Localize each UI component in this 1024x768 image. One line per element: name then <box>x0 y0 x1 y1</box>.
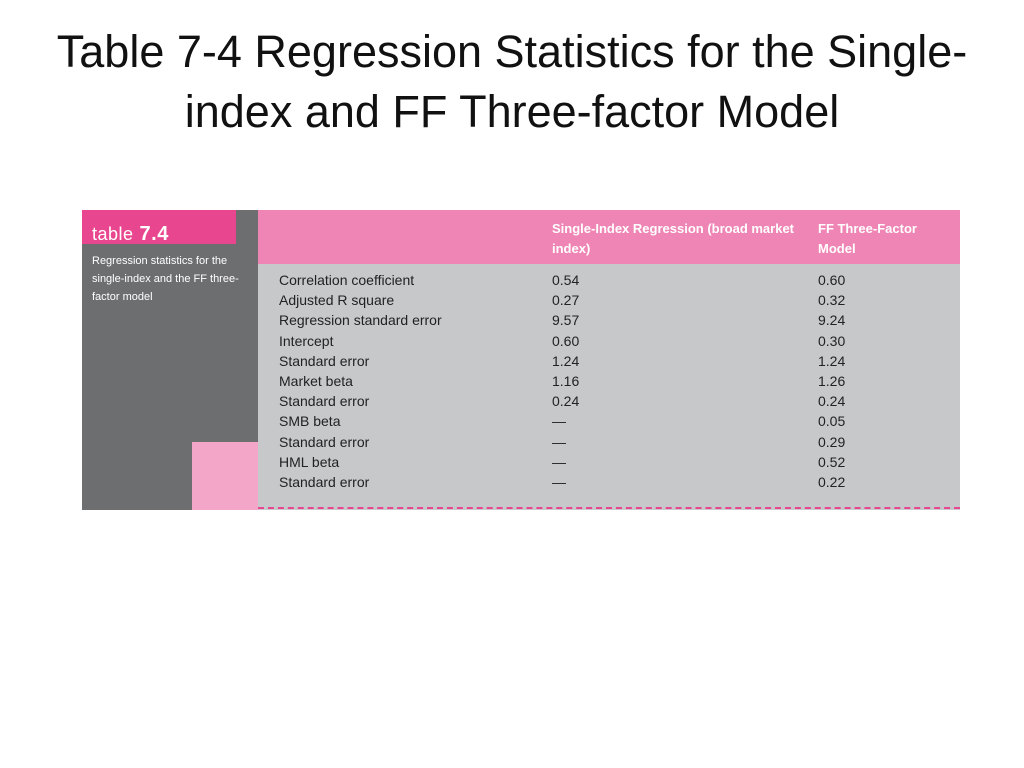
row-label: Regression standard error <box>279 312 442 329</box>
single-index-value: 0.27 <box>552 292 580 309</box>
table-row: Regression standard error 9.57 9.24 <box>258 310 960 330</box>
table-bottom-rule <box>258 507 960 509</box>
single-index-value: 0.54 <box>552 272 580 288</box>
row-label: Standard error <box>279 473 370 490</box>
row-label: Correlation coefficient <box>279 272 415 288</box>
table-row: Standard error 0.24 0.24 <box>258 391 960 411</box>
table-row: Standard error — 0.29 <box>258 432 960 452</box>
ff-three-factor-value: 0.22 <box>818 473 846 490</box>
decorative-pink-block <box>192 442 258 510</box>
column-header-ff-three-factor: FF Three-Factor Model <box>818 221 917 256</box>
ff-three-factor-value: 0.24 <box>818 393 846 410</box>
row-label: SMB beta <box>279 413 341 430</box>
ff-three-factor-value: 1.24 <box>818 352 846 369</box>
table-label-band <box>82 210 236 244</box>
single-index-value: 1.16 <box>552 372 580 389</box>
single-index-value: 1.24 <box>552 352 580 369</box>
table-row: Correlation coefficient 0.54 0.60 <box>258 270 960 290</box>
row-label: Adjusted R square <box>279 292 395 309</box>
table-row: SMB beta — 0.05 <box>258 411 960 431</box>
table-row: HML beta — 0.52 <box>258 452 960 472</box>
table-row: Intercept 0.60 0.30 <box>258 331 960 351</box>
table-row: Adjusted R square 0.27 0.32 <box>258 290 960 310</box>
single-index-value: 0.60 <box>552 332 580 349</box>
row-label: Standard error <box>279 352 370 369</box>
table-row: Standard error — 0.22 <box>258 472 960 492</box>
single-index-value: — <box>552 413 566 430</box>
table-label-number: 7.4 <box>139 223 169 245</box>
ff-three-factor-value: 0.60 <box>818 272 846 288</box>
column-header-single-index: Single-Index Regression (broad market in… <box>552 221 795 256</box>
row-label: HML beta <box>279 453 340 470</box>
ff-three-factor-value: 1.26 <box>818 372 846 389</box>
row-label: Standard error <box>279 393 370 410</box>
slide-title: Table 7-4 Regression Statistics for the … <box>0 22 1024 142</box>
ff-three-factor-value: 0.29 <box>818 433 846 450</box>
row-label: Market beta <box>279 372 353 389</box>
ff-three-factor-value: 0.32 <box>818 292 846 309</box>
ff-three-factor-value: 0.52 <box>818 453 846 470</box>
slide-title-line-2: index and FF Three-factor Model <box>184 86 840 137</box>
ff-three-factor-value: 9.24 <box>818 312 846 329</box>
table-header: Single-Index Regression (broad market in… <box>258 210 960 264</box>
table-figure: table 7.4 Regression statistics for the s… <box>82 210 960 510</box>
ff-three-factor-value: 0.05 <box>818 413 846 430</box>
table-label: table 7.4 <box>92 224 169 244</box>
table-row: Standard error 1.24 1.24 <box>258 351 960 371</box>
table-body: Correlation coefficient 0.54 0.60 Adjusted … <box>258 270 960 492</box>
table-label-word: table <box>92 224 134 244</box>
single-index-value: — <box>552 473 566 490</box>
row-label: Intercept <box>279 332 334 349</box>
slide-title-line-1: Table 7-4 Regression Statistics for the … <box>56 26 968 77</box>
single-index-value: — <box>552 433 566 450</box>
table-caption: Regression statistics for the single-ind… <box>92 255 239 303</box>
row-label: Standard error <box>279 433 370 450</box>
single-index-value: 9.57 <box>552 312 580 329</box>
table-row: Market beta 1.16 1.26 <box>258 371 960 391</box>
single-index-value: 0.24 <box>552 393 580 410</box>
single-index-value: — <box>552 453 566 470</box>
side-panel: table 7.4 Regression statistics for the s… <box>82 210 258 510</box>
ff-three-factor-value: 0.30 <box>818 332 846 349</box>
